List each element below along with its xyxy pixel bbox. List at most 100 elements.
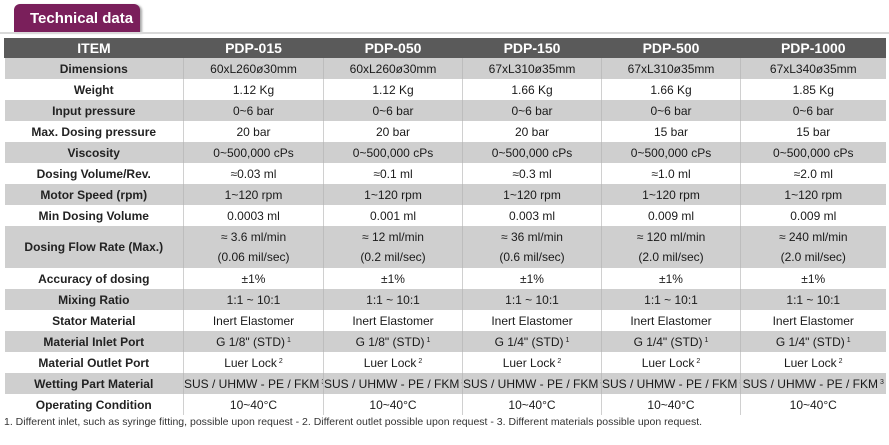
cell-value: ±1% bbox=[659, 271, 683, 286]
cell-value: 0.001 ml bbox=[369, 208, 417, 223]
table-cell: ≈2.0 ml bbox=[740, 163, 886, 184]
row-label: Input pressure bbox=[4, 100, 184, 121]
cell-value: 0.009 ml bbox=[790, 208, 837, 223]
table-cell: G 1/8" (STD) 1 bbox=[323, 331, 463, 352]
cell-value: SUS / UHMW - PE / FKM bbox=[184, 376, 320, 391]
row-label: Material Inlet Port bbox=[4, 331, 184, 352]
cell-value: 1~120 rpm bbox=[503, 187, 561, 202]
table-row: Motor Speed (rpm) 1~120 rpm 1~120 rpm 1~120… bbox=[4, 184, 886, 205]
cell-value: 0.003 ml bbox=[508, 208, 556, 223]
table-cell: 1:1 ~ 10:1 bbox=[740, 289, 886, 310]
table-cell: 67xL310ø35mm bbox=[462, 58, 602, 79]
cell-value: ≈ 36 ml/min bbox=[501, 230, 563, 244]
cell-value: 0~6 bar bbox=[372, 103, 414, 118]
column-header-model: PDP-1000 bbox=[740, 38, 886, 58]
cell-value: 1:1 ~ 10:1 bbox=[366, 292, 420, 307]
cell-value: Inert Elastomer bbox=[772, 313, 854, 328]
cell-value: 1.12 Kg bbox=[232, 82, 275, 97]
cell-value: 1~120 rpm bbox=[642, 187, 700, 202]
cell-value: Luer Lock bbox=[641, 355, 695, 370]
table-cell: Inert Elastomer bbox=[183, 310, 324, 331]
table-cell: 1:1 ~ 10:1 bbox=[462, 289, 602, 310]
table-cell: 1:1 ~ 10:1 bbox=[323, 289, 463, 310]
footnote-marker: 1 bbox=[426, 336, 431, 344]
cell-value: 0.009 ml bbox=[647, 208, 695, 223]
section-title: Technical data bbox=[30, 9, 134, 27]
table-row: Mixing Ratio 1:1 ~ 10:1 1:1 ~ 10:1 1:1 ~ 10… bbox=[4, 289, 886, 310]
row-label: Material Outlet Port bbox=[4, 352, 184, 373]
table-row: Input pressure 0~6 bar 0~6 bar 0~6 bar 0~6 b… bbox=[4, 100, 886, 121]
cell-value: SUS / UHMW - PE / FKM bbox=[324, 376, 460, 391]
table-cell: 0.009 ml bbox=[601, 205, 741, 226]
cell-value: ±1% bbox=[520, 271, 544, 286]
row-label: Weight bbox=[4, 79, 184, 100]
section-divider bbox=[0, 32, 889, 34]
row-label: Stator Material bbox=[4, 310, 184, 331]
table-cell: 20 bar bbox=[462, 121, 602, 142]
table-cell: 10~40°C bbox=[323, 394, 463, 415]
cell-value: Inert Elastomer bbox=[630, 313, 712, 328]
table-cell: Luer Lock 2 bbox=[601, 352, 741, 373]
row-label: Motor Speed (rpm) bbox=[4, 184, 184, 205]
table-cell: Luer Lock 2 bbox=[462, 352, 602, 373]
footnote-marker: 1 bbox=[565, 336, 570, 344]
row-label: Viscosity bbox=[4, 142, 184, 163]
table-cell: 60xL260ø30mm bbox=[183, 58, 324, 79]
footnote-marker: 1 bbox=[704, 336, 709, 344]
cell-value: 0.0003 ml bbox=[227, 208, 280, 223]
cell-value: 10~40°C bbox=[789, 397, 837, 412]
cell-value: ±1% bbox=[381, 271, 405, 286]
table-cell: 0~6 bar bbox=[183, 100, 324, 121]
cell-value: 1.66 Kg bbox=[650, 82, 692, 97]
footnote: 1. Different inlet, such as syringe fitt… bbox=[4, 416, 703, 428]
cell-value: ≈1.0 ml bbox=[651, 166, 691, 181]
cell-value: Inert Elastomer bbox=[212, 313, 295, 328]
table-cell: 0~500,000 cPs bbox=[601, 142, 741, 163]
row-label: Min Dosing Volume bbox=[4, 205, 184, 226]
table-row: Weight 1.12 Kg 1.12 Kg 1.66 Kg 1.66 Kg 1.85 K… bbox=[4, 79, 886, 100]
cell-value: 67xL340ø35mm bbox=[769, 61, 857, 76]
cell-value: G 1/4" (STD) bbox=[494, 334, 564, 349]
table-cell: 0~6 bar bbox=[740, 100, 886, 121]
table-cell: 1:1 ~ 10:1 bbox=[183, 289, 324, 310]
cell-value: 20 bar bbox=[375, 124, 411, 139]
table-cell: ≈ 120 ml/min (2.0 mil/sec) bbox=[601, 226, 741, 268]
table-cell: G 1/8" (STD) 1 bbox=[183, 331, 324, 352]
cell-value: SUS / UHMW - PE / FKM bbox=[602, 376, 738, 391]
table-cell: 1.66 Kg bbox=[601, 79, 741, 100]
column-header-item: ITEM bbox=[4, 38, 184, 58]
row-label: Accuracy of dosing bbox=[4, 268, 184, 289]
column-header-model: PDP-150 bbox=[462, 38, 602, 58]
table-row: Dosing Flow Rate (Max.) ≈ 3.6 ml/min (0.06… bbox=[4, 226, 886, 268]
footnote-marker: 1 bbox=[846, 336, 851, 344]
table-header-row: ITEM PDP-015 PDP-050 PDP-150 PDP-500 PDP-1000 bbox=[4, 38, 886, 58]
cell-value: 0~6 bar bbox=[232, 103, 275, 118]
cell-value: 0~500,000 cPs bbox=[491, 145, 573, 160]
footnote-marker: 1 bbox=[287, 336, 291, 344]
cell-value: 15 bar bbox=[796, 124, 831, 139]
cell-value: Inert Elastomer bbox=[352, 313, 434, 328]
table-cell: 20 bar bbox=[323, 121, 463, 142]
column-header-model: PDP-015 bbox=[183, 38, 324, 58]
table-cell: Inert Elastomer bbox=[601, 310, 741, 331]
cell-value: Luer Lock bbox=[783, 355, 837, 370]
table-cell: G 1/4" (STD) 1 bbox=[601, 331, 741, 352]
cell-value: 1~120 rpm bbox=[224, 187, 283, 202]
table-cell: 0~500,000 cPs bbox=[740, 142, 886, 163]
table-cell: 1~120 rpm bbox=[740, 184, 886, 205]
column-header-model: PDP-050 bbox=[323, 38, 463, 58]
table-cell: Luer Lock 2 bbox=[323, 352, 463, 373]
column-header-model: PDP-500 bbox=[601, 38, 741, 58]
table-cell: 15 bar bbox=[601, 121, 741, 142]
table-cell: ≈0.1 ml bbox=[323, 163, 463, 184]
cell-value: 1~120 rpm bbox=[364, 187, 422, 202]
table-row: Accuracy of dosing ±1% ±1% ±1% ±1% ±1% bbox=[4, 268, 886, 289]
table-cell: 1.12 Kg bbox=[323, 79, 463, 100]
cell-value: G 1/8" (STD) bbox=[355, 334, 425, 349]
table-cell: ±1% bbox=[462, 268, 602, 289]
cell-value: 1:1 ~ 10:1 bbox=[644, 292, 698, 307]
